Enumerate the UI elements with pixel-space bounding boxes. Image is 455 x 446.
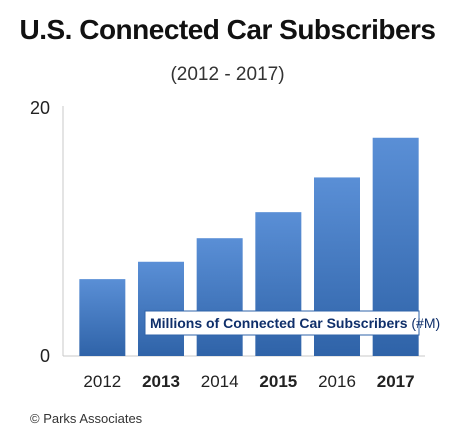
legend-box: Millions of Connected Car Subscribers (#… — [144, 310, 440, 336]
x-tick-label-2012: 2012 — [83, 372, 121, 391]
bar-2013 — [138, 261, 184, 356]
bar-2014 — [196, 238, 243, 356]
chart-title: U.S. Connected Car Subscribers — [19, 14, 436, 45]
x-tick-label-2014: 2014 — [201, 372, 239, 391]
x-tick-label-2017: 2017 — [377, 372, 415, 391]
y-tick-label-min: 0 — [40, 346, 50, 366]
x-tick-label-2015: 2015 — [259, 372, 297, 391]
category-labels-group: 2012 2013 2014 2015 2016 2017 — [83, 372, 414, 391]
y-tick-label-max: 20 — [30, 98, 50, 118]
legend-unit-text: (#M) — [411, 315, 440, 331]
legend-label: Millions of Connected Car Subscribers (#… — [150, 315, 440, 331]
legend-main-text: Millions of Connected Car Subscribers — [150, 315, 408, 331]
chart-subtitle: (2012 - 2017) — [170, 64, 285, 85]
legend-frame — [144, 310, 420, 336]
bar-2012 — [79, 279, 126, 356]
source-credit: © Parks Associates — [30, 411, 143, 426]
x-tick-label-2016: 2016 — [318, 372, 356, 391]
x-tick-label-2013: 2013 — [142, 372, 180, 391]
